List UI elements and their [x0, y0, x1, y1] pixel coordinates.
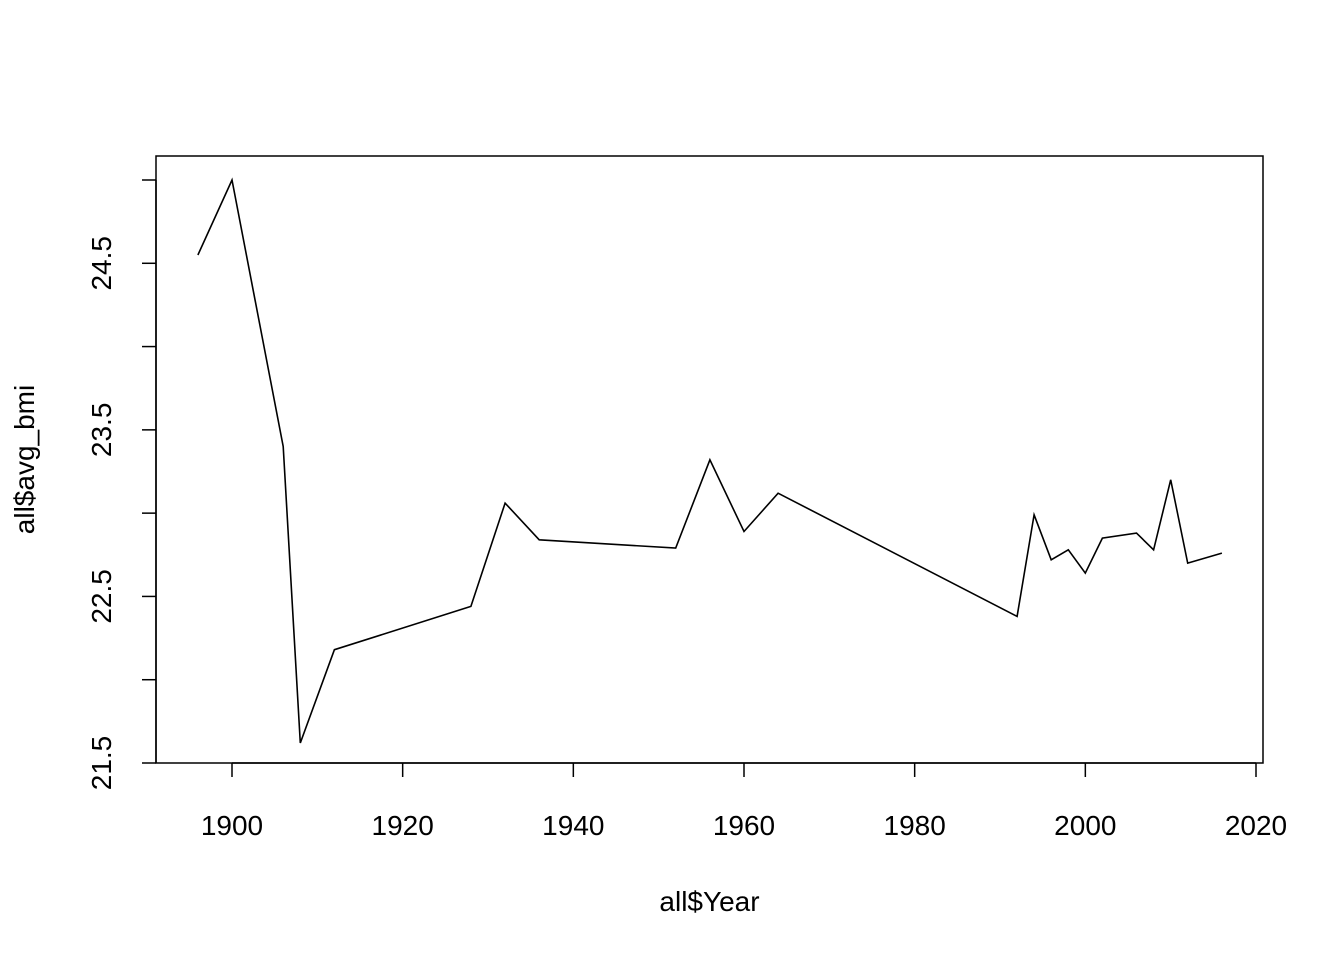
x-tick-label: 1940: [542, 810, 604, 841]
y-tick-label: 21.5: [86, 736, 117, 791]
x-tick-label: 1960: [713, 810, 775, 841]
x-tick-label: 1900: [201, 810, 263, 841]
x-tick-label: 2000: [1054, 810, 1116, 841]
series-line: [198, 180, 1222, 743]
x-tick-label: 1980: [884, 810, 946, 841]
y-tick-label: 23.5: [86, 403, 117, 458]
x-axis-label: all$Year: [659, 886, 759, 917]
y-axis-label: all$avg_bmi: [9, 385, 40, 534]
y-tick-label: 24.5: [86, 236, 117, 291]
x-axis: 1900 1920 1940 1960 1980 2000 2020: [201, 763, 1287, 841]
y-axis: 21.5 22.5 23.5 24.5: [86, 180, 156, 790]
series-layer: [198, 180, 1222, 743]
y-tick-label: 22.5: [86, 569, 117, 624]
x-tick-label: 1920: [372, 810, 434, 841]
x-tick-label: 2020: [1225, 810, 1287, 841]
